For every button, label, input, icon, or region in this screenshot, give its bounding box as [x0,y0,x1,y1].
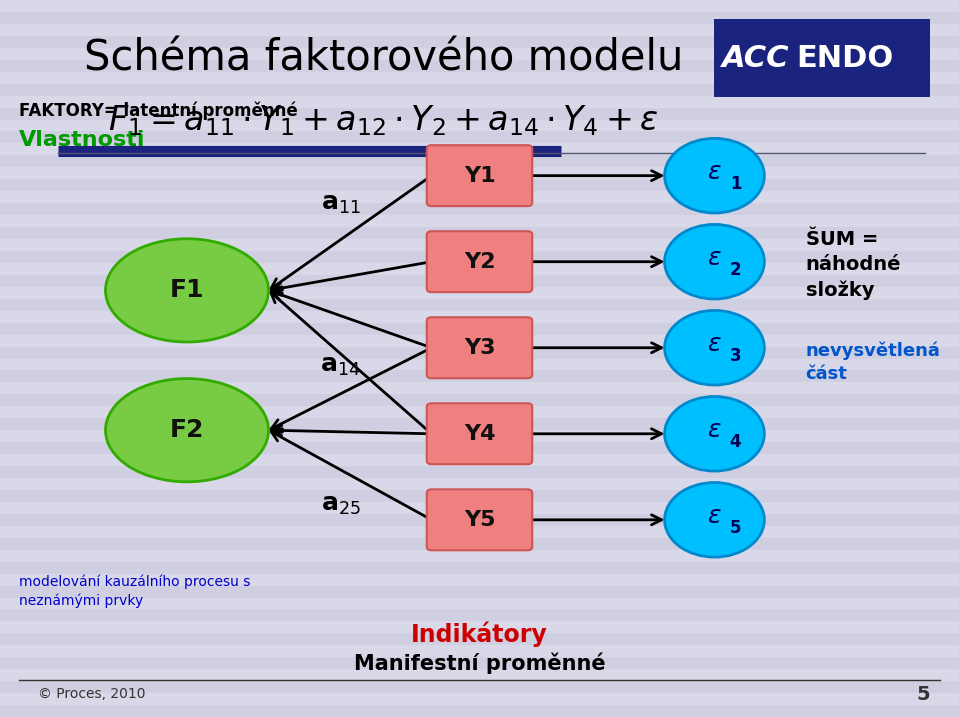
Text: F2: F2 [170,418,204,442]
Text: Y4: Y4 [464,424,495,444]
Bar [0,681,959,693]
Text: $\mathbf{a}_{11}$: $\mathbf{a}_{11}$ [320,192,361,217]
Text: $F_1 = a_{11} \cdot Y_1 + a_{12} \cdot Y_2 + a_{14} \cdot Y_4 + \varepsilon$: $F_1 = a_{11} \cdot Y_1 + a_{12} \cdot Y… [108,103,659,138]
Text: modelování kauzálního procesu s
neznámými prvky: modelování kauzálního procesu s neznámým… [19,575,250,608]
FancyBboxPatch shape [427,489,532,551]
Bar [0,371,959,382]
Bar [0,633,959,645]
Bar [0,442,959,454]
Text: $\mathbf{a}_{25}$: $\mathbf{a}_{25}$ [320,493,361,518]
Ellipse shape [665,138,764,213]
Text: Schéma faktorového modelu: Schéma faktorového modelu [84,38,683,80]
Bar [0,346,959,358]
Ellipse shape [105,239,269,342]
Text: Y2: Y2 [464,252,495,272]
Text: $\varepsilon$: $\varepsilon$ [707,246,722,270]
Text: ŠUM =
náhodné
složky: ŠUM = náhodné složky [806,230,901,300]
Bar [0,490,959,502]
FancyBboxPatch shape [427,145,532,206]
Ellipse shape [665,310,764,385]
Bar [0,60,959,72]
Bar [0,251,959,263]
FancyBboxPatch shape [427,231,532,293]
Bar [0,538,959,550]
Bar [0,705,959,717]
FancyBboxPatch shape [427,317,532,379]
Bar [0,84,959,95]
Text: $\varepsilon$: $\varepsilon$ [707,332,722,356]
Text: FAKTORY= latentní proměnné: FAKTORY= latentní proměnné [19,102,298,120]
Bar [0,131,959,143]
Bar [0,108,959,120]
Bar [0,179,959,191]
Text: 3: 3 [730,347,741,366]
Text: Indikátory: Indikátory [411,622,548,647]
Text: nevysvětlená
část: nevysvětlená část [806,341,941,383]
Text: 2: 2 [730,261,741,280]
Bar [0,156,959,167]
Bar [0,299,959,310]
Text: Vlastnosti: Vlastnosti [19,130,146,150]
Bar [0,609,959,622]
Text: $\mathbf{a}_{14}$: $\mathbf{a}_{14}$ [320,353,361,378]
FancyBboxPatch shape [427,403,532,465]
Text: $\varepsilon$: $\varepsilon$ [707,504,722,528]
Bar [0,12,959,24]
Bar [0,227,959,239]
Text: ACC: ACC [722,44,790,72]
Text: 5: 5 [917,685,930,703]
Text: © Proces, 2010: © Proces, 2010 [38,687,146,701]
Bar [0,657,959,669]
Ellipse shape [665,483,764,557]
Bar [0,394,959,407]
Bar [0,323,959,335]
Text: Manifestní proměnné: Manifestní proměnné [354,652,605,674]
Bar [0,586,959,597]
Ellipse shape [665,224,764,299]
Text: ENDO: ENDO [797,44,894,72]
Text: Y5: Y5 [464,510,495,530]
Bar [0,466,959,478]
Text: $\varepsilon$: $\varepsilon$ [707,418,722,442]
Text: 5: 5 [730,519,741,538]
Bar [0,203,959,215]
Text: Y1: Y1 [464,166,495,186]
FancyBboxPatch shape [714,19,930,97]
Text: Y3: Y3 [464,338,495,358]
Text: F1: F1 [170,278,204,303]
Text: $\varepsilon$: $\varepsilon$ [707,160,722,184]
Bar [0,514,959,526]
Bar [0,561,959,574]
Ellipse shape [665,397,764,471]
Bar [0,418,959,430]
Bar [0,36,959,48]
Bar [0,275,959,287]
Text: 1: 1 [730,175,741,194]
Text: 4: 4 [730,433,741,452]
Ellipse shape [105,379,269,482]
